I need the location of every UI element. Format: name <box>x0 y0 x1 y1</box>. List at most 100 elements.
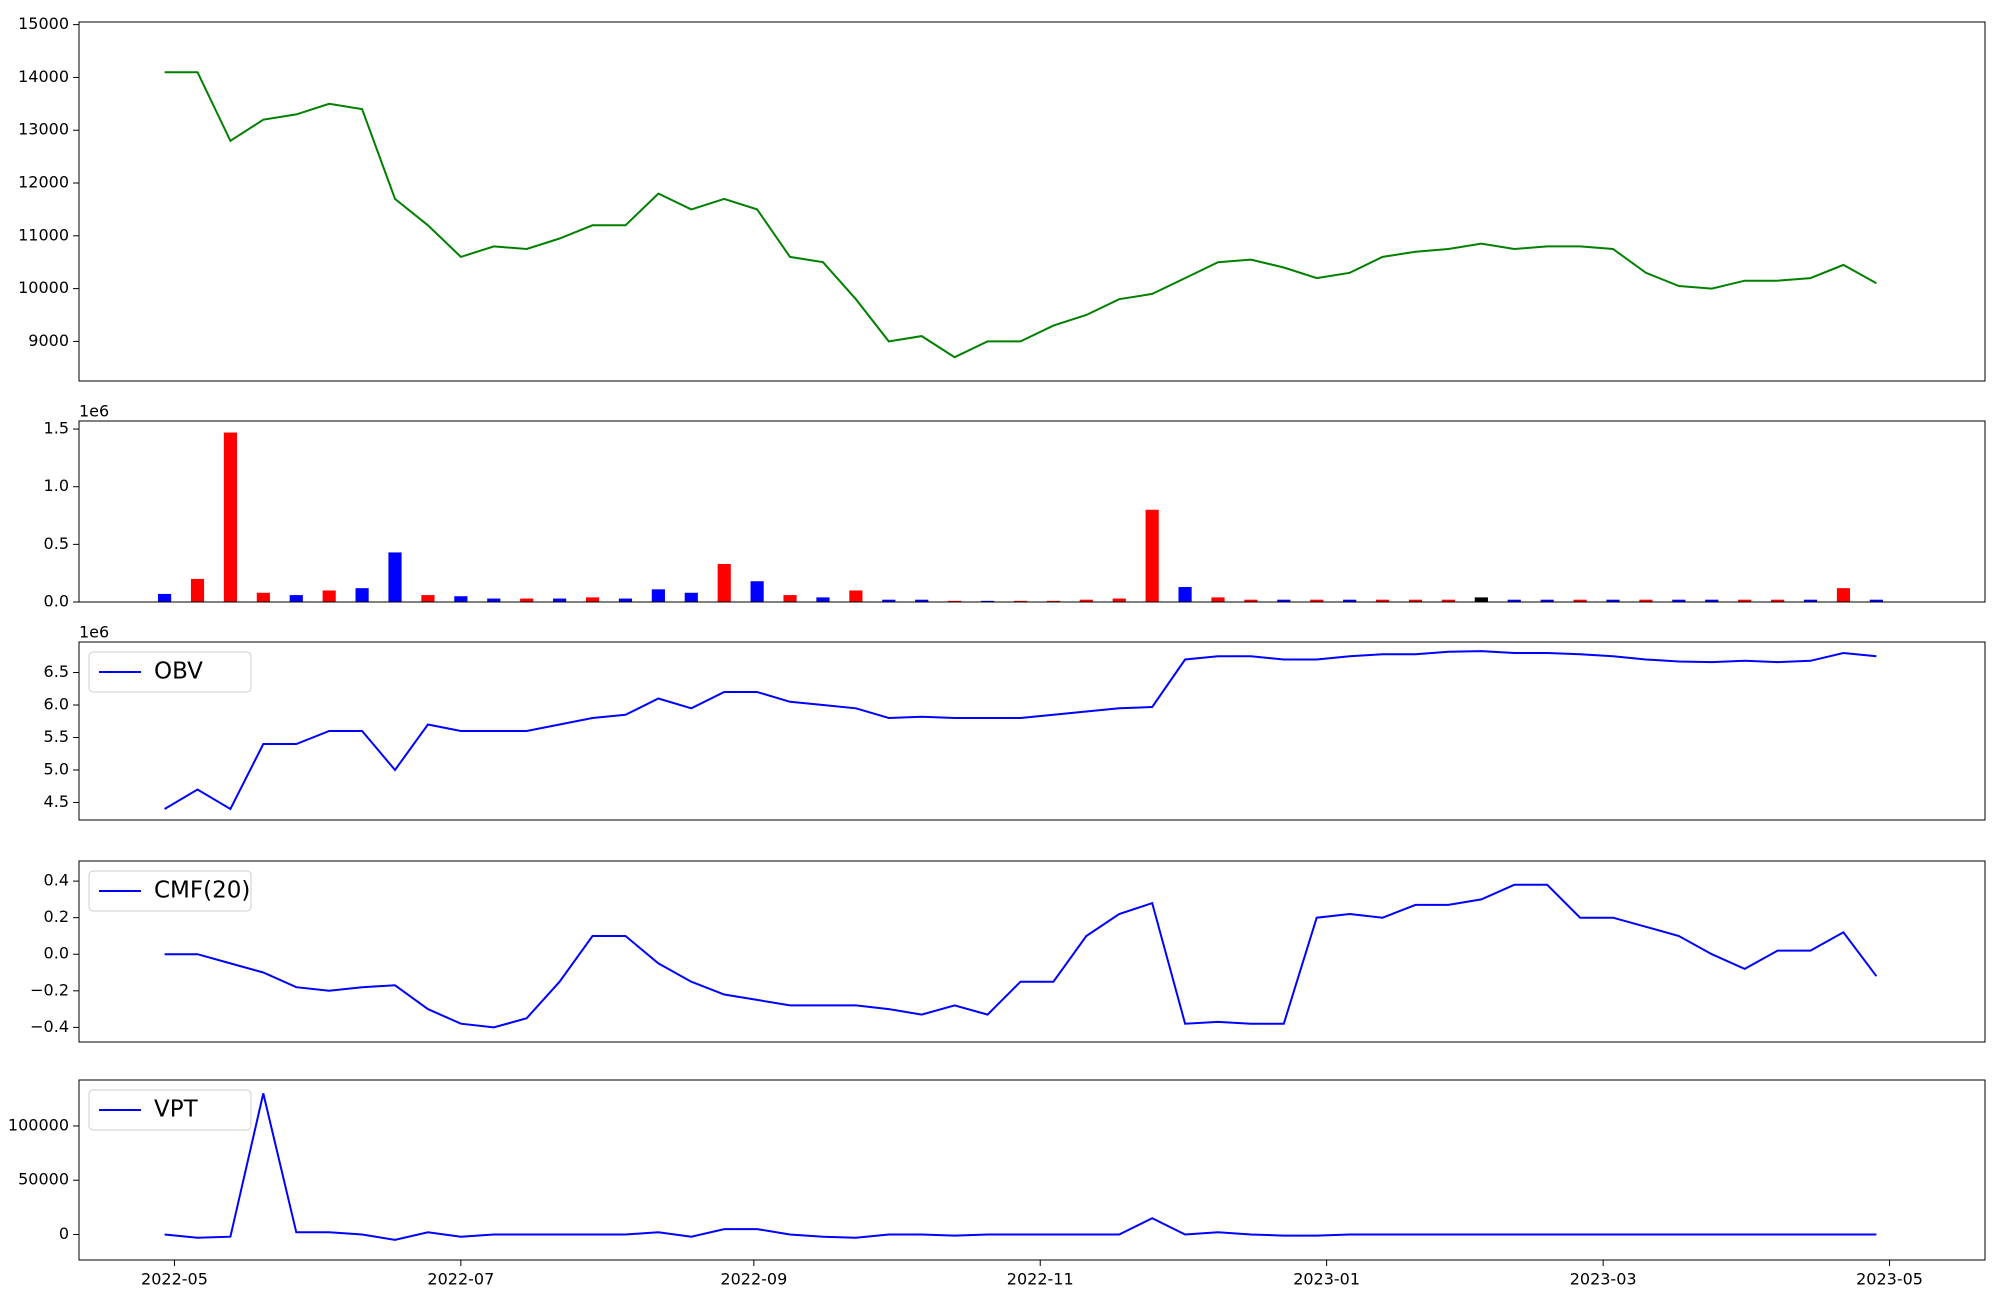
axes-frame <box>78 860 1986 1043</box>
y-tick-label: 0.0 <box>44 592 69 611</box>
y-tick-label: −0.2 <box>30 980 69 999</box>
bar <box>1145 509 1159 602</box>
y-tick-label: 10000 <box>18 278 69 297</box>
x-tick-label: 2023-03 <box>1570 1270 1637 1289</box>
bar <box>585 597 600 602</box>
x-tick-label: 2022-09 <box>720 1270 787 1289</box>
axes-frame <box>78 420 1986 603</box>
offset-label: 1e6 <box>79 623 109 642</box>
y-tick-label: 0 <box>59 1224 69 1243</box>
y-tick-label: 6.5 <box>44 662 69 681</box>
line <box>164 650 1877 811</box>
y-tick-label: 50000 <box>18 1170 69 1189</box>
axes-frame <box>78 1079 1986 1261</box>
legend-label: VPT <box>154 1097 199 1123</box>
bar <box>1376 599 1390 602</box>
bar <box>388 552 402 602</box>
bar <box>520 598 534 602</box>
y-tick-label: 1.0 <box>44 476 69 495</box>
bar <box>355 588 369 602</box>
bar <box>1507 599 1521 602</box>
bar <box>1803 599 1818 602</box>
bar <box>1112 598 1126 602</box>
legend-box <box>88 1089 252 1131</box>
bar <box>1211 597 1225 602</box>
offset-label: 1e6 <box>79 402 109 421</box>
y-tick-label: 0.4 <box>44 871 69 890</box>
bar <box>158 593 172 602</box>
y-tick-label: 5.0 <box>44 759 69 778</box>
bar <box>421 595 435 602</box>
y-tick-label: 4.5 <box>44 792 69 811</box>
bar <box>1178 587 1192 602</box>
bar <box>1672 599 1686 602</box>
y-tick-label: 12000 <box>18 173 69 192</box>
bar <box>717 563 731 602</box>
y-tick-label: 6.0 <box>44 695 69 714</box>
bar <box>816 597 830 602</box>
legend-box <box>88 651 252 693</box>
x-tick-label: 2022-11 <box>1007 1270 1074 1289</box>
bar <box>849 590 863 602</box>
axes-frame <box>78 21 1986 382</box>
bar <box>1540 599 1554 602</box>
bar <box>289 595 303 602</box>
y-tick-label: 0.0 <box>44 944 69 963</box>
bar <box>223 432 238 602</box>
bar <box>1474 597 1488 602</box>
x-tick-label: 2022-05 <box>141 1270 208 1289</box>
x-tick-label: 2023-05 <box>1856 1270 1923 1289</box>
bar <box>1573 599 1587 602</box>
y-tick-label: 14000 <box>18 67 69 86</box>
x-tick-label: 2023-01 <box>1293 1270 1360 1289</box>
line <box>164 71 1877 359</box>
bar <box>256 592 270 602</box>
bar <box>651 589 665 602</box>
bar <box>1244 599 1258 602</box>
bar <box>1046 600 1060 602</box>
bar <box>1869 599 1883 602</box>
bar <box>684 592 698 602</box>
bar <box>1771 599 1785 602</box>
line <box>164 1093 1877 1241</box>
bar <box>1310 599 1324 602</box>
y-tick-label: 13000 <box>18 120 69 139</box>
bar <box>1639 599 1653 602</box>
bar <box>1836 588 1851 602</box>
bar <box>1441 599 1456 602</box>
bar <box>783 595 797 602</box>
line <box>164 883 1878 1029</box>
bar <box>1705 599 1719 602</box>
bar <box>1343 599 1357 602</box>
legend-box <box>88 870 252 912</box>
y-tick-label: 9000 <box>28 331 69 350</box>
axes-frame <box>78 641 1986 821</box>
y-tick-label: 100000 <box>8 1115 69 1134</box>
legend-label: OBV <box>154 659 203 685</box>
y-tick-label: 11000 <box>18 225 69 244</box>
y-tick-label: 1.5 <box>44 419 69 438</box>
bar <box>487 598 501 602</box>
bar <box>618 598 633 602</box>
bar <box>1408 599 1423 602</box>
bar <box>750 581 764 602</box>
y-tick-label: −0.4 <box>30 1017 69 1036</box>
bar <box>1277 599 1291 602</box>
bar <box>322 590 336 602</box>
y-tick-label: 0.2 <box>44 907 69 926</box>
bar <box>1013 600 1028 602</box>
bar <box>190 578 205 602</box>
bar <box>882 599 896 602</box>
bar <box>1606 599 1620 602</box>
bar <box>948 600 962 602</box>
bar <box>553 598 567 602</box>
bar <box>1079 599 1093 602</box>
y-tick-label: 5.5 <box>44 727 69 746</box>
bar <box>454 596 468 602</box>
y-tick-label: 15000 <box>18 14 69 33</box>
bar <box>1738 599 1752 602</box>
y-tick-label: 0.5 <box>44 534 69 553</box>
x-tick-label: 2022-07 <box>427 1270 494 1289</box>
